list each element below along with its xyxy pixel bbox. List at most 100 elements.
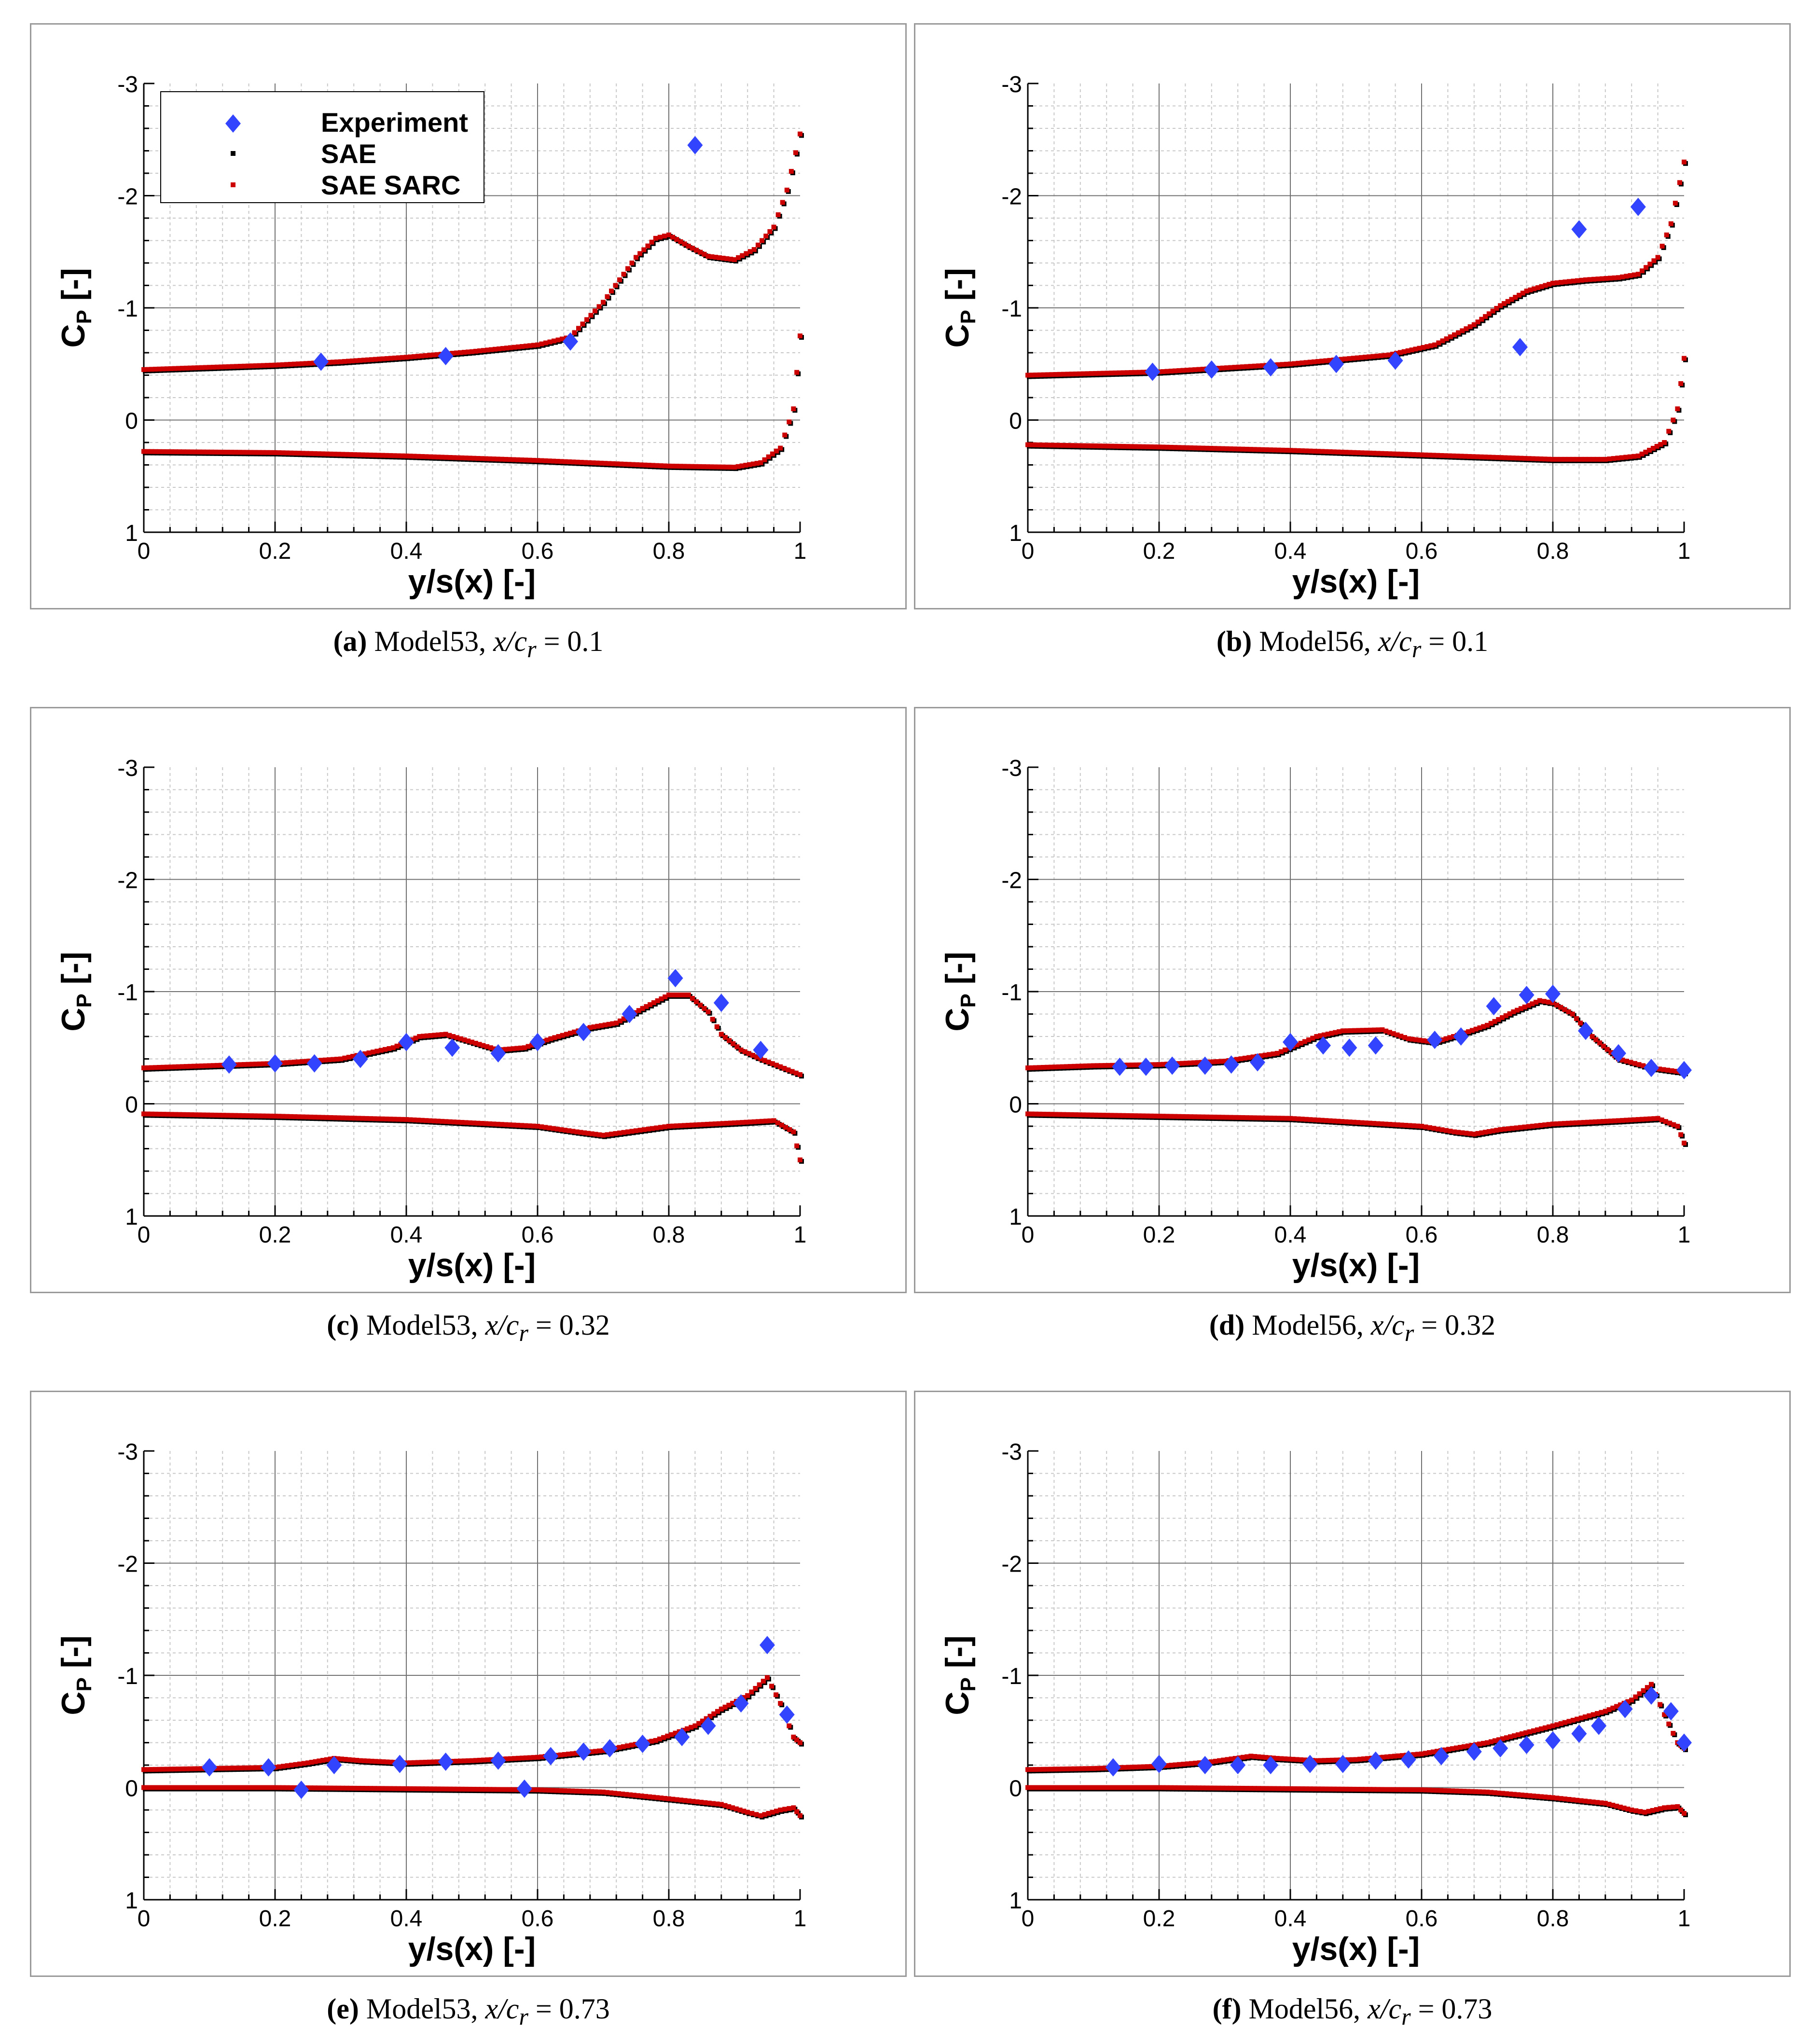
- sae-sarc-upper-series-point: [427, 1759, 432, 1765]
- sae-sarc-lower-series-point: [324, 1785, 330, 1791]
- sae-sarc-lower-series-point: [471, 456, 477, 461]
- sae-sarc-lower-series-point: [1543, 1795, 1548, 1800]
- sae-sarc-lower-series-point: [601, 1132, 606, 1138]
- sae-sarc-upper-series-point: [276, 1764, 282, 1769]
- sae-sarc-upper-series-point: [1097, 371, 1102, 376]
- sae-sarc-upper-series-point: [634, 255, 638, 260]
- sae-sarc-lower-series-point: [1049, 1785, 1054, 1790]
- sae-sarc-upper-series-point: [709, 254, 715, 260]
- sae-sarc-lower-series-point: [145, 1785, 151, 1790]
- sae-sarc-upper-series-point: [525, 1044, 531, 1049]
- sae-sarc-upper-series-point: [637, 251, 643, 256]
- sae-sarc-lower-series-point: [463, 1786, 469, 1792]
- sae-sarc-lower-series-point: [400, 453, 405, 458]
- x-tick-label: 0.2: [1143, 539, 1175, 564]
- sae-sarc-lower-series-point: [284, 1114, 290, 1119]
- sae-sarc-upper-series-point: [431, 352, 436, 358]
- sae-sarc-lower-series-point: [1355, 450, 1361, 456]
- sae-sarc-upper-series-point: [1232, 1756, 1238, 1761]
- sae-sarc-lower-series-point: [1375, 1787, 1381, 1792]
- y-tick-label: 1: [1009, 1888, 1022, 1914]
- sae-sarc-upper-series-point: [1628, 273, 1633, 278]
- sae-sarc-upper-series-point: [789, 1069, 795, 1074]
- y-axis-label: CP [-]: [939, 268, 980, 347]
- x-tick-label: 0: [1022, 1906, 1035, 1932]
- sae-sarc-lower-series-point: [1489, 1790, 1493, 1795]
- sae-sarc-upper-series-point: [350, 1757, 356, 1763]
- sae-sarc-lower-series-point: [1628, 1117, 1633, 1122]
- sae-sarc-upper-series-point: [588, 313, 594, 318]
- sae-sarc-upper-series-point: [1601, 1043, 1606, 1049]
- sae-sarc-lower-series-point: [730, 1805, 735, 1810]
- sae-sarc-upper-series-point: [161, 366, 166, 372]
- sae-sarc-upper-series-point: [172, 1064, 177, 1069]
- sae-sarc-upper-series-point: [1053, 372, 1058, 377]
- sae-sarc-upper-series-point: [625, 266, 630, 271]
- sae-sarc-upper-series-point: [385, 1759, 390, 1765]
- sae-sarc-lower-series-point: [185, 1112, 190, 1117]
- sae-sarc-lower-series-point: [1514, 1125, 1519, 1131]
- caption-b-model: Model56,: [1259, 625, 1371, 657]
- sae-sarc-upper-series-point: [1498, 303, 1503, 308]
- sae-sarc-lower-series-point: [1471, 1132, 1477, 1137]
- sae-sarc-upper-series-point: [431, 1759, 436, 1765]
- sae-sarc-lower-series-point: [1148, 444, 1154, 450]
- sae-sarc-upper-series-point: [1633, 1694, 1638, 1699]
- x-tick-label: 0.6: [1406, 539, 1438, 564]
- sae-sarc-upper-series-point: [383, 1047, 388, 1052]
- sae-sarc-upper-series-point: [742, 1049, 747, 1054]
- sae-sarc-upper-series-point: [404, 355, 409, 360]
- sae-sarc-upper-series-point: [1547, 282, 1552, 287]
- sae-sarc-lower-series-point: [751, 1119, 757, 1124]
- sae-sarc-lower-series-point: [743, 463, 748, 468]
- sae-sarc-upper-series-point: [1344, 1028, 1349, 1034]
- sae-sarc-lower-series-point: [1550, 1121, 1555, 1127]
- sae-sarc-lower-series-point: [384, 1116, 389, 1121]
- sae-sarc-lower-series-point: [666, 1796, 671, 1801]
- sae-sarc-lower-series-point: [608, 1790, 613, 1795]
- sae-sarc-upper-series-point: [199, 1063, 204, 1068]
- sae-sarc-lower-series-point: [1631, 1117, 1637, 1122]
- sae-sarc-lower-series-point: [1085, 1785, 1090, 1790]
- sae-sarc-lower-series-point: [181, 1112, 186, 1117]
- sae-sarc-lower-series-point: [1675, 1124, 1680, 1129]
- y-tick-label: -2: [1001, 184, 1022, 210]
- sae-sarc-upper-series-point: [172, 366, 177, 371]
- sae-sarc-lower-series-point: [165, 1785, 170, 1790]
- sae-sarc-lower-series-point: [408, 1786, 413, 1791]
- sae-sarc-lower-series-point: [1041, 442, 1046, 448]
- sae-sarc-lower-series-point: [1562, 1121, 1567, 1126]
- sae-sarc-upper-series-point: [702, 251, 707, 257]
- sae-sarc-lower-series-point: [1308, 1117, 1313, 1122]
- sae-sarc-lower-series-point: [1188, 445, 1193, 450]
- sae-sarc-lower-series-point: [1053, 1785, 1058, 1790]
- sae-sarc-lower-series-point: [760, 1119, 765, 1124]
- sae-sarc-upper-series-point: [284, 362, 289, 367]
- chart-panel-b: 0 0.2 0.4 0.6 0.8 1 -3 -2 -1 0 1 y/s(x) [-] CP [-]: [914, 23, 1791, 609]
- sae-sarc-upper-series-point: [1504, 1735, 1509, 1740]
- sae-sarc-upper-series-point: [1405, 348, 1410, 353]
- sae-sarc-upper-series-point: [419, 1760, 424, 1765]
- sae-sarc-upper-series-point: [753, 1685, 758, 1691]
- sae-sarc-upper-series-point: [211, 1063, 216, 1068]
- sae-sarc-upper-series-point: [269, 362, 274, 368]
- sae-sarc-upper-series-point: [1325, 1032, 1330, 1037]
- sae-sarc-upper-series-point: [1185, 1761, 1190, 1767]
- sae-sarc-upper-series-point: [246, 1765, 250, 1770]
- sae-sarc-upper-series-point: [503, 1047, 508, 1052]
- experiment-point: [1486, 997, 1502, 1016]
- sae-sarc-lower-series-point: [1057, 442, 1062, 448]
- sae-sarc-upper-series-point: [524, 344, 528, 349]
- chart-panel-e: 0 0.2 0.4 0.6 0.8 1 -3 -2 -1 0 1 y/s(x) [-] CP [-]: [30, 1391, 907, 1977]
- x-tick-label: 0.8: [1537, 1906, 1569, 1932]
- sae-sarc-upper-series-point: [1368, 1027, 1373, 1033]
- sae-sarc-upper-series-point: [238, 1062, 243, 1067]
- y-tick-label: -1: [1001, 296, 1022, 322]
- caption-a: (a) Model53, x/cr = 0.1: [30, 625, 907, 663]
- sae-sarc-lower-series-point: [1658, 442, 1663, 447]
- sae-sarc-upper-series-point: [1467, 324, 1473, 330]
- sae-sarc-upper-series-point: [555, 337, 561, 343]
- x-tick-label: 0.8: [653, 539, 685, 564]
- sae-sarc-upper-series-point: [644, 1004, 649, 1009]
